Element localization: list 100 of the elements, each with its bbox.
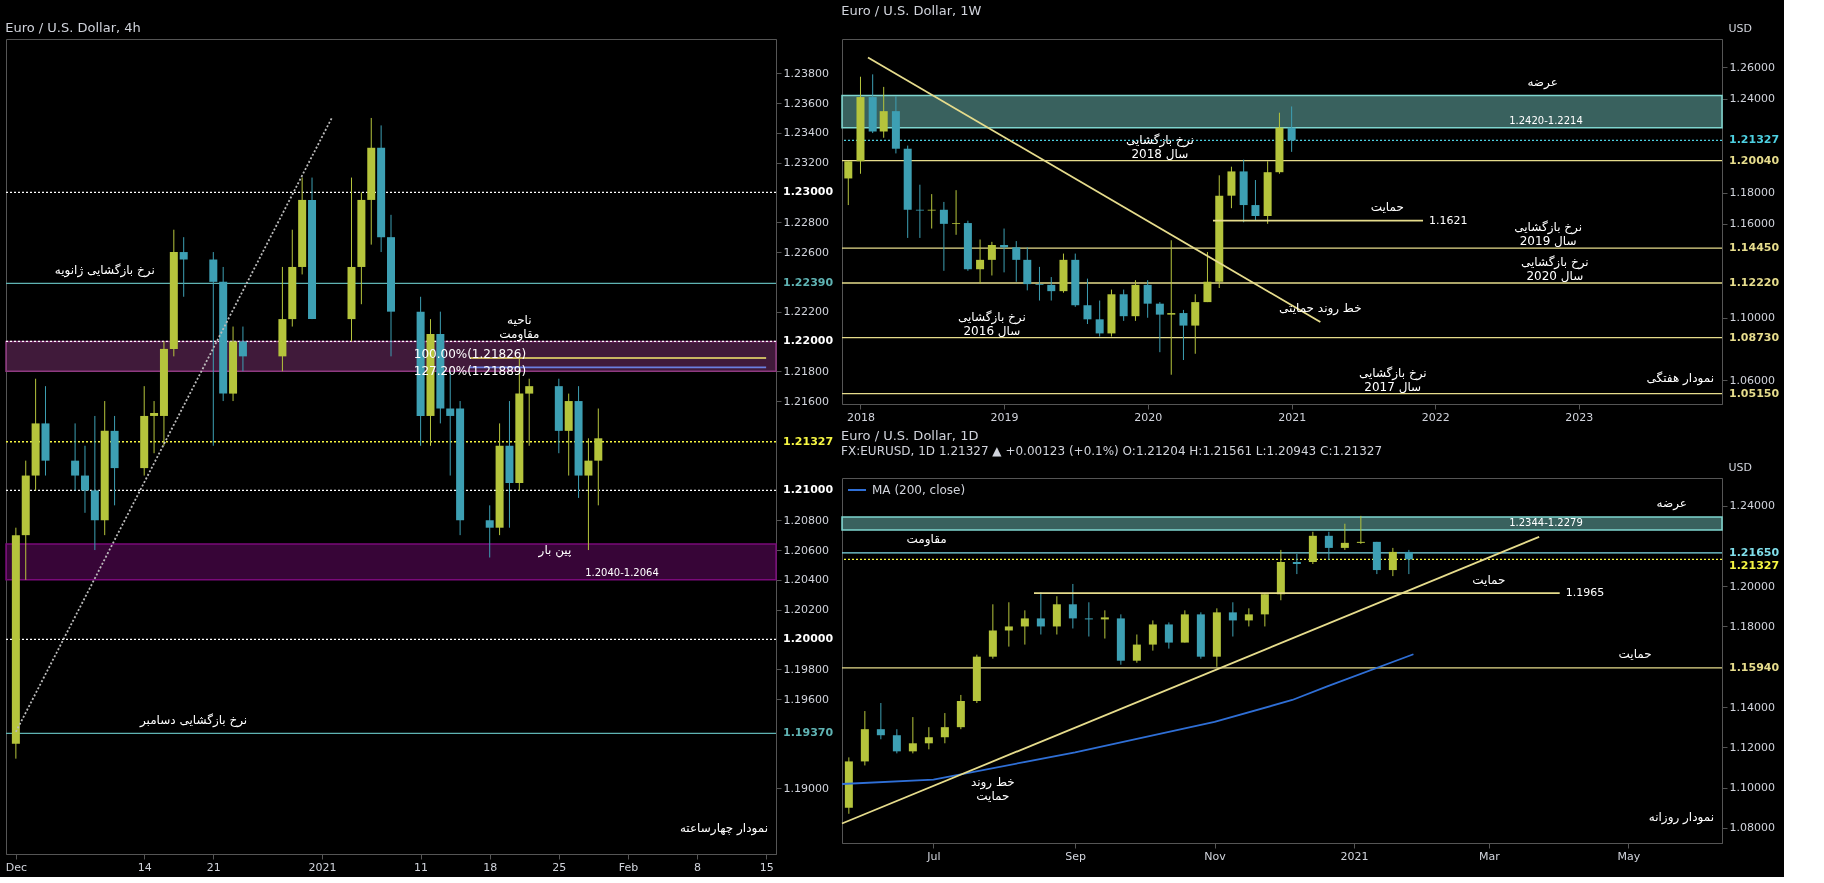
candlestick [1095,300,1104,338]
annotation: مقاومت [906,532,947,548]
candlestick [179,236,188,298]
y-tick-label: 1.06000 [1729,373,1775,387]
candlestick [367,117,376,246]
candlestick [357,191,366,305]
y-tick-label: 1.10000 [1729,311,1775,325]
y-tick-label: 1.14000 [1729,700,1775,714]
candlestick [505,400,514,529]
band-label: 1.2420-1.2214 [1509,114,1583,126]
ref-line-label: 1.22390 [783,276,834,290]
annotation: نمودار هفتگی [1646,371,1714,386]
candlestick [1020,609,1029,646]
candlestick [1388,547,1397,577]
candlestick [1107,289,1116,338]
candlestick [987,241,996,276]
band-label: 1.2040-1.2064 [585,566,659,578]
candlestick [485,504,494,558]
candlestick [1023,246,1032,291]
annotation: ناحیه مقاومت [499,313,540,343]
x-tick-label: Dec [5,860,28,874]
candlestick [456,400,465,536]
chart-title: Euro / U.S. Dollar, 1W [841,3,982,18]
chart-title: Euro / U.S. Dollar, 4h [5,20,141,35]
candlestick [915,184,924,239]
candlestick [1155,301,1164,353]
candlestick [1251,179,1260,222]
y-axis-title: USD [1728,21,1753,35]
ref-line-label: 1.05150 [1729,386,1780,400]
candlestick [1203,251,1212,303]
candlestick [209,251,218,447]
y-tick-label: 1.20600 [783,543,829,557]
candlestick [1275,112,1284,175]
candlestick [1167,239,1176,376]
candlestick [584,437,593,551]
x-tick-label: 2023 [1565,410,1594,424]
chart-subtitle: FX:EURUSD, 1D 1.21327 ▲ +0.00123 (+0.1%) O:1.21204 H:1.21561 L:1.20943 C:1.21327 [841,444,1383,458]
candlestick [495,422,504,536]
candlestick [972,654,981,704]
candlestick [856,76,865,175]
y-tick-label: 1.23400 [783,126,829,140]
candlestick [1276,549,1285,601]
x-tick-label: 2020 [1134,410,1163,424]
ref-line-label: 1.19370 [783,726,834,740]
candlestick [564,393,573,477]
y-tick-label: 1.23200 [783,156,829,170]
candlestick [1180,609,1189,644]
data-label: 1.1621 [1429,213,1468,227]
y-tick-label: 1.12000 [1729,740,1775,754]
y-tick-label: 1.20000 [1729,579,1775,593]
candlestick [140,385,149,477]
x-tick-label: 14 [137,860,152,874]
ref-line-label: 1.21000 [783,483,834,497]
y-tick-label: 1.10000 [1729,781,1775,795]
candlestick [90,415,99,551]
candlestick [952,189,961,236]
candlestick [219,266,228,402]
candlestick [1119,289,1128,322]
candlestick [1131,279,1140,322]
candlestick [1179,309,1188,361]
x-tick-label: 2022 [1421,410,1450,424]
x-tick-label: 11 [414,860,429,874]
ref-line-label: 1.21327 [1729,558,1780,572]
candlestick [1356,515,1365,545]
candlestick [11,527,20,760]
band-label: 1.2344-1.2279 [1509,516,1583,528]
candlestick [988,603,997,660]
chart-title: Euro / U.S. Dollar, 1D [841,428,979,443]
candlestick [1404,549,1413,575]
y-tick-label: 1.21600 [783,394,829,408]
y-tick-label: 1.20800 [783,513,829,527]
candlestick [940,712,949,744]
candlestick [844,756,853,815]
y-tick-label: 1.24000 [1729,92,1775,106]
annotation: نرخ بازگشایی سال 2017 [1358,365,1427,394]
candlestick [1324,531,1333,561]
candlestick [278,266,287,372]
y-axis-title: USD [1728,460,1753,474]
y-tick-label: 1.22800 [783,215,829,229]
candlestick [71,422,80,491]
y-tick-label: 1.19800 [783,662,829,676]
x-tick-label: Jul [926,849,941,863]
candlestick [169,229,178,357]
x-tick-label: 8 [694,860,702,874]
candlestick [1239,159,1248,223]
candlestick [892,728,901,754]
annotation: حمایت [1472,572,1506,587]
candlestick [963,220,972,272]
candlestick [1263,160,1272,225]
candlestick [1292,553,1301,575]
candlestick [1191,293,1200,355]
annotation: عرضه [1656,496,1687,512]
y-tick-label: 1.22600 [783,245,829,259]
candlestick [1083,278,1092,325]
y-tick-label: 1.24000 [1729,499,1775,513]
x-tick-label: 2019 [990,410,1019,424]
x-tick-label: Nov [1204,849,1227,863]
y-tick-label: 1.19000 [783,781,829,795]
candlestick [1132,634,1141,664]
x-tick-label: May [1617,849,1641,863]
